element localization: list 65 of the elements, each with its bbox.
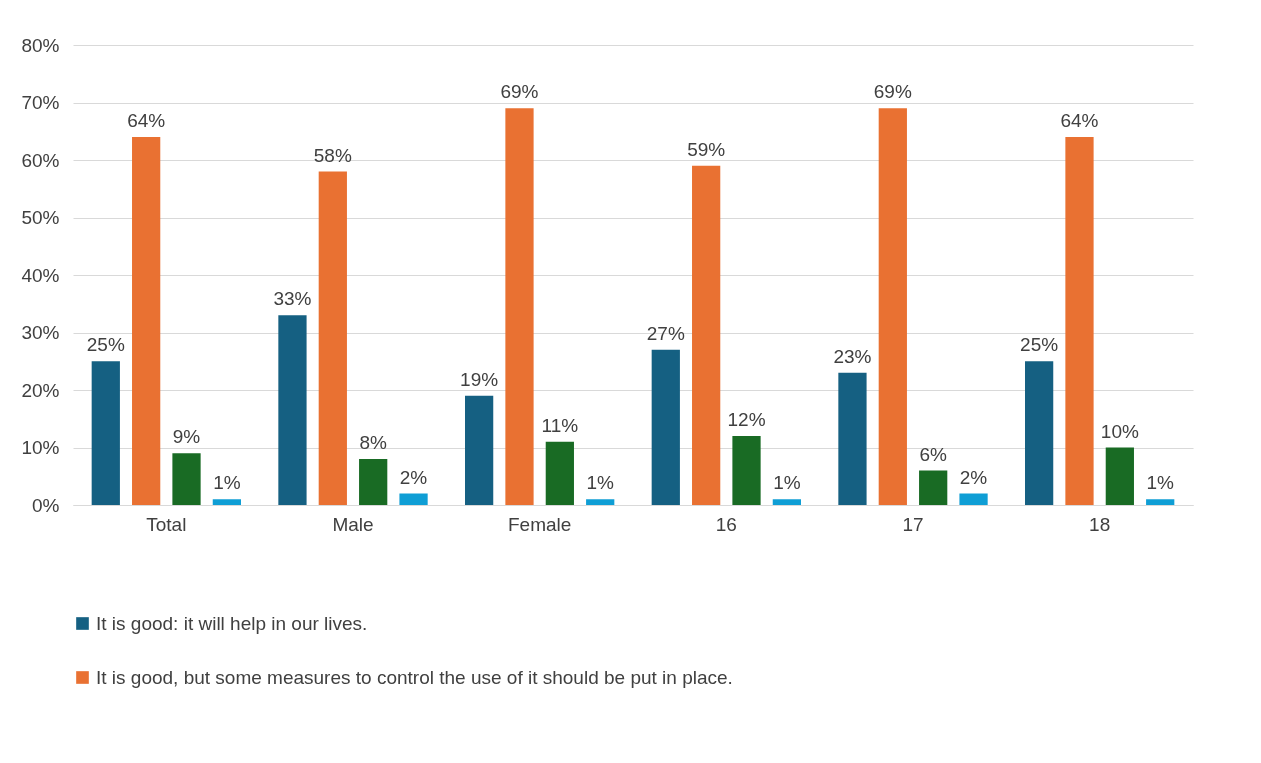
bar bbox=[318, 171, 347, 505]
bar bbox=[91, 361, 120, 505]
data-label: 12% bbox=[727, 409, 766, 430]
y-tick-label: 70% bbox=[21, 92, 60, 113]
data-label: 10% bbox=[1100, 420, 1139, 442]
y-tick-label: 30% bbox=[21, 322, 60, 343]
bar bbox=[545, 441, 574, 505]
bar bbox=[465, 395, 494, 505]
data-label: 64% bbox=[127, 110, 166, 131]
bar bbox=[1146, 499, 1175, 505]
data-label: 2% bbox=[399, 466, 428, 488]
y-tick-label: 0% bbox=[32, 494, 60, 516]
x-tick-label: 18 bbox=[1089, 513, 1111, 535]
data-label: 9% bbox=[172, 426, 201, 448]
data-label: 33% bbox=[273, 288, 312, 310]
bar bbox=[878, 108, 907, 505]
bar bbox=[505, 108, 534, 505]
bar bbox=[172, 453, 201, 505]
data-label: 1% bbox=[773, 472, 801, 494]
y-tick-label: 10% bbox=[21, 437, 60, 458]
data-label: 25% bbox=[86, 334, 125, 356]
data-label: 11% bbox=[541, 414, 579, 436]
data-label: 6% bbox=[919, 443, 948, 465]
y-tick-label: 50% bbox=[21, 207, 60, 228]
bar bbox=[772, 499, 801, 505]
bar bbox=[278, 315, 307, 505]
data-label: 69% bbox=[873, 81, 912, 103]
bar bbox=[1065, 137, 1094, 505]
data-label: 69% bbox=[500, 81, 539, 103]
bar bbox=[692, 165, 721, 505]
data-label: 58% bbox=[313, 144, 352, 166]
data-label: 8% bbox=[359, 432, 388, 453]
y-tick-label: 20% bbox=[21, 379, 60, 401]
bar bbox=[959, 493, 988, 505]
bar bbox=[919, 470, 948, 505]
data-label: 1% bbox=[1146, 472, 1175, 494]
x-tick-label: Male bbox=[332, 513, 374, 535]
x-tick-label: 16 bbox=[715, 513, 737, 535]
data-label: 1% bbox=[213, 472, 241, 494]
data-label: 1% bbox=[586, 472, 615, 494]
bar bbox=[838, 372, 867, 505]
bar bbox=[359, 459, 388, 505]
legend-label: It is good: it will help in our lives. bbox=[96, 612, 368, 634]
bar bbox=[651, 349, 680, 505]
bar bbox=[1025, 361, 1054, 505]
data-label: 23% bbox=[833, 345, 872, 367]
data-label: 27% bbox=[646, 322, 685, 344]
y-tick-label: 80% bbox=[21, 34, 60, 56]
x-tick-label: 17 bbox=[902, 513, 924, 535]
bar bbox=[732, 436, 761, 505]
y-tick-label: 60% bbox=[21, 149, 60, 171]
x-tick-label: Total bbox=[146, 513, 187, 535]
bar bbox=[399, 493, 428, 505]
bar bbox=[1105, 447, 1134, 505]
data-label: 2% bbox=[959, 466, 988, 488]
data-label: 19% bbox=[460, 368, 499, 390]
data-label: 25% bbox=[1020, 334, 1059, 356]
x-tick-label: Female bbox=[507, 513, 572, 535]
data-label: 59% bbox=[687, 138, 726, 160]
bar bbox=[212, 499, 241, 505]
legend-label: It is good, but some measures to control the use of it should be put in place. bbox=[96, 666, 733, 688]
y-tick-label: 40% bbox=[21, 264, 60, 286]
bar bbox=[132, 137, 161, 505]
bar bbox=[586, 499, 615, 505]
data-label: 64% bbox=[1060, 110, 1099, 131]
